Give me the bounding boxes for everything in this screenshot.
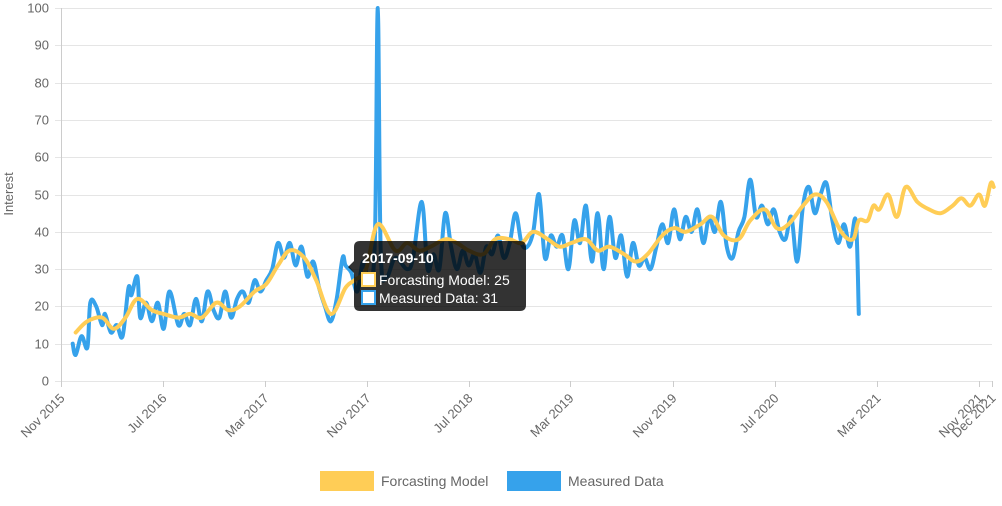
y-tick-label: 40 <box>35 225 49 240</box>
y-tick-label: 50 <box>35 188 49 203</box>
series <box>70 5 996 357</box>
x-tick-label: Jul 2020 <box>736 391 781 436</box>
legend-swatch-measured-data <box>507 471 561 491</box>
x-tick-label: Nov 2017 <box>324 391 374 441</box>
tooltip-line: Forcasting Model: 25 <box>379 272 510 288</box>
forcasting-model-line <box>73 180 996 335</box>
x-tick-label: Mar 2021 <box>834 391 883 440</box>
x-tick-label: Mar 2019 <box>527 391 576 440</box>
tooltip-swatch <box>361 290 376 305</box>
y-axis-label: Interest <box>1 172 16 216</box>
y-tick-label: 90 <box>35 38 49 53</box>
x-tick-label: Jul 2018 <box>430 391 475 436</box>
tooltip: 2017-09-10 Forcasting Model: 25 Measured D… <box>348 241 526 311</box>
legend-label-forcasting-model: Forcasting Model <box>381 473 488 489</box>
y-tick-label: 70 <box>35 113 49 128</box>
legend: Forcasting Model Measured Data <box>320 471 664 491</box>
x-tick-label: Nov 2015 <box>18 391 68 441</box>
y-tick-label: 20 <box>35 299 49 314</box>
y-tick-label: 0 <box>42 374 49 389</box>
y-axis: 0 10 20 30 40 50 60 70 80 90 100 <box>27 1 62 389</box>
tooltip-line: Measured Data: 31 <box>379 290 498 306</box>
y-tick-label: 30 <box>35 262 49 277</box>
x-tick-label: Jul 2016 <box>124 391 169 436</box>
x-tick-label: Mar 2017 <box>222 391 271 440</box>
y-tick-label: 60 <box>35 150 49 165</box>
grid <box>55 8 992 382</box>
y-tick-label: 100 <box>27 1 49 16</box>
y-tick-label: 10 <box>35 337 49 352</box>
legend-label-measured-data: Measured Data <box>568 473 664 489</box>
tooltip-title: 2017-09-10 <box>362 250 434 266</box>
x-tick-label: Nov 2019 <box>630 391 680 441</box>
tooltip-box <box>348 241 526 311</box>
x-axis: Nov 2015 Jul 2016 Mar 2017 Nov 2017 Jul 2018… <box>18 381 999 440</box>
y-tick-label: 80 <box>35 76 49 91</box>
tooltip-swatch <box>361 272 376 287</box>
legend-swatch-forcasting-model <box>320 471 374 491</box>
